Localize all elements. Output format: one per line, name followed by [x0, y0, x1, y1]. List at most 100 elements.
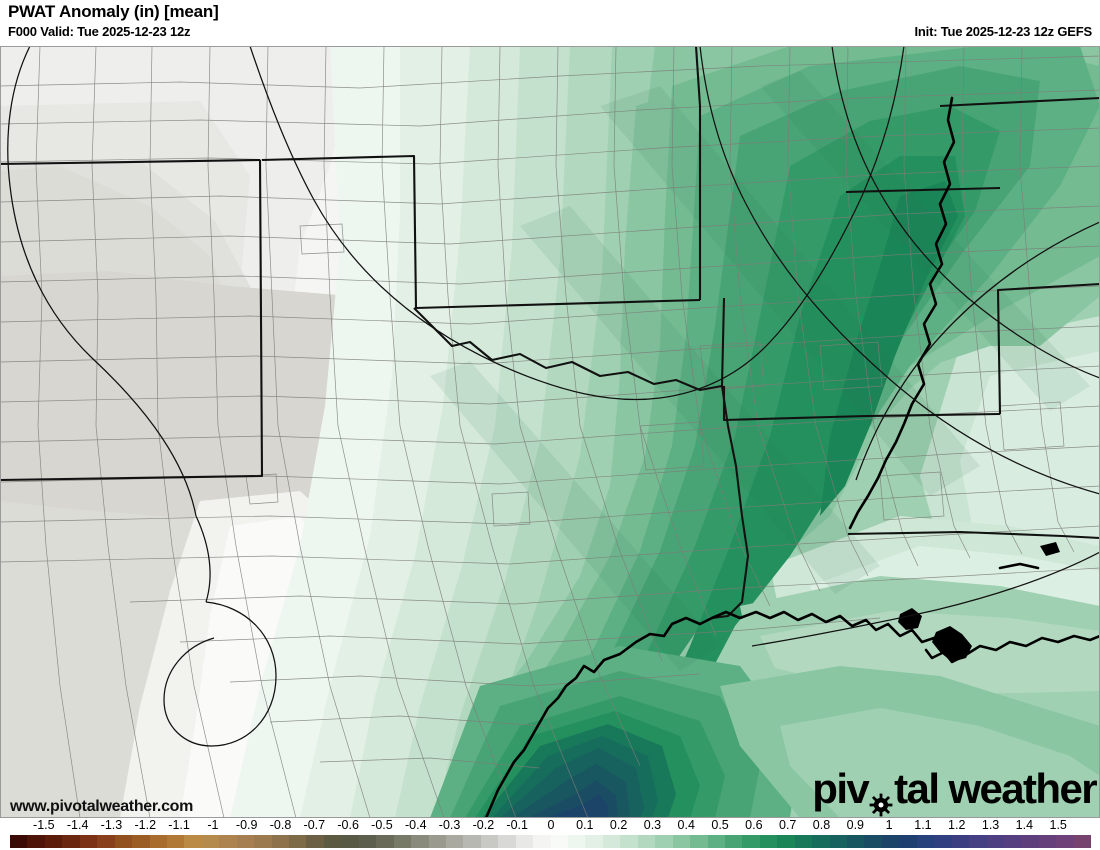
mississippi-delta-landmass — [898, 542, 1060, 662]
colorbar-tick-label: 0.2 — [609, 818, 628, 832]
map-canvas[interactable] — [0, 46, 1100, 818]
colorbar-swatch — [620, 835, 638, 848]
colorbar-swatch — [498, 835, 516, 848]
colorbar-swatch — [759, 835, 778, 848]
colorbar-tick-label: -0.9 — [235, 818, 258, 832]
colorbar-tick-label: -0.7 — [303, 818, 326, 832]
colorbar-tick-label: 1.3 — [981, 818, 1000, 832]
site-url-watermark: www.pivotalweather.com — [10, 798, 194, 815]
colorbar-swatch — [533, 835, 551, 848]
state-line-ms-tn — [845, 186, 1001, 194]
colorbar-swatch — [951, 835, 970, 848]
colorbar-swatch — [724, 835, 743, 848]
pivotal-weather-logo: piv tal weather — [812, 765, 1098, 817]
colorbar-swatch — [986, 835, 1004, 848]
state-line-ms-al — [996, 282, 1100, 415]
colorbar-swatch — [463, 835, 481, 848]
colorbar-tick-label: 1.2 — [948, 818, 966, 832]
colorbar-swatch — [568, 835, 586, 848]
colorbar-swatch — [149, 835, 167, 848]
state-line-co-nm — [0, 158, 261, 166]
colorbar-swatch — [393, 835, 412, 848]
colorbar[interactable]: -1.5 -1.4 -1.3 -1.2 -1.1 -1 -0.9 -0.8 -0.7 -0.6 -0… — [0, 818, 1100, 850]
fill-band-gulf-feather4 — [780, 708, 1100, 818]
coast-texas — [484, 616, 714, 818]
colorbar-tick-label: -1.5 — [33, 818, 55, 832]
colorbar-swatch — [219, 835, 237, 848]
colorbar-swatch — [254, 835, 272, 848]
colorbar-swatch — [166, 835, 185, 848]
logo-text-part1: piv — [812, 765, 869, 812]
colorbar-swatch — [79, 835, 98, 848]
colorbar-swatch — [916, 835, 935, 848]
colorbar-swatch — [27, 835, 45, 848]
colorbar-tick-label: -0.4 — [404, 818, 427, 832]
colorbar-swatch — [707, 835, 725, 848]
init-time-label: Init: Tue 2025-12-23 12z GEFS — [914, 24, 1093, 39]
colorbar-swatch — [690, 835, 708, 848]
colorbar-tick-label: 0.5 — [711, 818, 729, 832]
logo-text-part2: tal weather — [894, 765, 1097, 812]
colorbar-tick-label: 0.1 — [576, 818, 594, 832]
colorbar-swatch — [1038, 835, 1057, 848]
colorbar-swatch — [1056, 835, 1074, 848]
colorbar-swatch — [411, 835, 429, 848]
colorbar-swatch — [515, 835, 534, 848]
map-svg — [0, 46, 1100, 818]
colorbar-swatch — [445, 835, 464, 848]
colorbar-tick-label: -1.1 — [168, 818, 190, 832]
colorbar-swatch — [323, 835, 342, 848]
state-line-ok-ar — [694, 46, 702, 300]
colorbar-swatch — [1021, 835, 1039, 848]
contour-line-west-arc — [7, 46, 197, 517]
colorbar-swatch — [794, 835, 813, 848]
coast-ms-sound — [998, 562, 1040, 570]
colorbar-swatch — [742, 835, 760, 848]
colorbar-tick-label: -0.1 — [506, 818, 528, 832]
colorbar-swatch — [777, 835, 795, 848]
colorbar-swatch — [864, 835, 882, 848]
contour-line-mid-se — [699, 46, 1100, 495]
colorbar-tick-label: 1.1 — [914, 818, 932, 832]
colorbar-tick-label: 1.5 — [1049, 818, 1067, 832]
colorbar-tick-label: -1.3 — [100, 818, 123, 832]
colorbar-swatch — [585, 835, 603, 848]
colorbar-tick-label: 0.4 — [677, 818, 695, 832]
colorbar-swatch — [550, 835, 568, 848]
colorbar-tick-label: -1.2 — [134, 818, 157, 832]
colorbar-tick-label: -0.6 — [337, 818, 359, 832]
colorbar-swatch — [602, 835, 621, 848]
page-title: PWAT Anomaly (in) [mean] — [8, 2, 219, 21]
colorbar-swatch — [184, 835, 202, 848]
colorbar-tick-label: 0.6 — [745, 818, 763, 832]
colorbar-swatch — [97, 835, 115, 848]
colorbar-tick-label: -0.3 — [438, 818, 461, 832]
map-header: PWAT Anomaly (in) [mean] F000 Valid: Tue… — [0, 0, 1100, 46]
coastline-layer — [484, 96, 1100, 818]
contour-line-ok-kansas — [249, 46, 661, 401]
gear-icon — [869, 782, 893, 817]
contour-line-ne-diag — [855, 221, 1100, 481]
colorbar-swatch — [44, 835, 63, 848]
contour-line-gulf-diag — [751, 551, 1100, 647]
colorbar-tick-label: -0.8 — [269, 818, 292, 832]
colorbar-swatch — [358, 835, 377, 848]
colorbar-swatch — [655, 835, 673, 848]
state-line-nm-tx — [0, 159, 264, 482]
colorbar-swatch — [480, 835, 499, 848]
contour-line-tx-diagonal — [195, 515, 211, 603]
state-line-ok-tx — [413, 297, 726, 392]
colorbar-swatch — [847, 835, 865, 848]
colorbar-tick-label: 0.9 — [846, 818, 865, 832]
colorbar-swatch — [969, 835, 987, 848]
colorbar-swatch — [236, 835, 255, 848]
colorbar-tick-labels: -1.5 -1.4 -1.3 -1.2 -1.1 -1 -0.9 -0.8 -0.7 -0.6 -0… — [0, 818, 1100, 834]
river-mississippi — [848, 96, 956, 530]
colorbar-tick-label: -1 — [207, 818, 219, 832]
contour-line-arkansas — [831, 46, 1100, 379]
state-line-la-south — [847, 530, 1100, 540]
colorbar-swatch — [306, 835, 324, 848]
coast-florida-panhandle — [962, 634, 1100, 658]
colorbar-swatches[interactable] — [10, 835, 1092, 848]
